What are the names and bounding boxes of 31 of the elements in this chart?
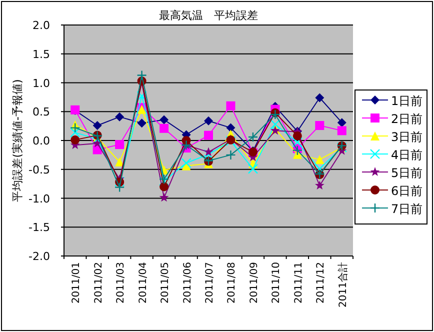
y-tick-label: -0.5 <box>28 163 50 176</box>
x-tick-label: 2011/01 <box>71 262 82 304</box>
x-tick-label: 2011/11 <box>293 262 304 304</box>
legend-label: 1日前 <box>391 94 423 108</box>
legend-label: 3日前 <box>391 130 423 144</box>
y-tick-label: 1.5 <box>32 48 50 61</box>
y-tick-label: -2.0 <box>28 250 50 263</box>
chart-title: 最高気温 平均誤差 <box>159 9 258 22</box>
legend-label: 7日前 <box>391 202 423 216</box>
x-tick-label: 2011/03 <box>116 262 127 304</box>
x-tick-label: 2011/05 <box>160 262 172 304</box>
x-tick-label: 2011合計 <box>336 262 349 308</box>
y-tick-label: -1.0 <box>28 192 50 206</box>
x-tick-label: 2011/10 <box>271 262 282 304</box>
legend-label: 2日前 <box>391 112 423 126</box>
legend-label: 6日前 <box>391 184 423 198</box>
legend-label: 4日前 <box>391 148 423 162</box>
x-tick-label: 2011/07 <box>204 262 216 304</box>
y-axis-title: 平均誤差(実績値-予報値) <box>11 79 24 202</box>
y-tick-label: 1.0 <box>32 76 50 90</box>
y-tick-label: -1.5 <box>28 221 50 234</box>
legend-label: 5日前 <box>391 166 423 180</box>
x-tick-label: 2011/12 <box>316 262 327 304</box>
x-tick-label: 2011/04 <box>138 262 149 304</box>
y-tick-label: 0.0 <box>32 134 50 148</box>
x-tick-label: 2011/02 <box>93 262 104 304</box>
x-tick-label: 2011/06 <box>182 262 194 304</box>
x-tick-label: 2011/09 <box>248 262 260 304</box>
y-tick-label: 0.5 <box>32 106 50 119</box>
y-tick-label: 2.0 <box>32 19 50 32</box>
x-tick-label: 2011/08 <box>226 262 238 304</box>
